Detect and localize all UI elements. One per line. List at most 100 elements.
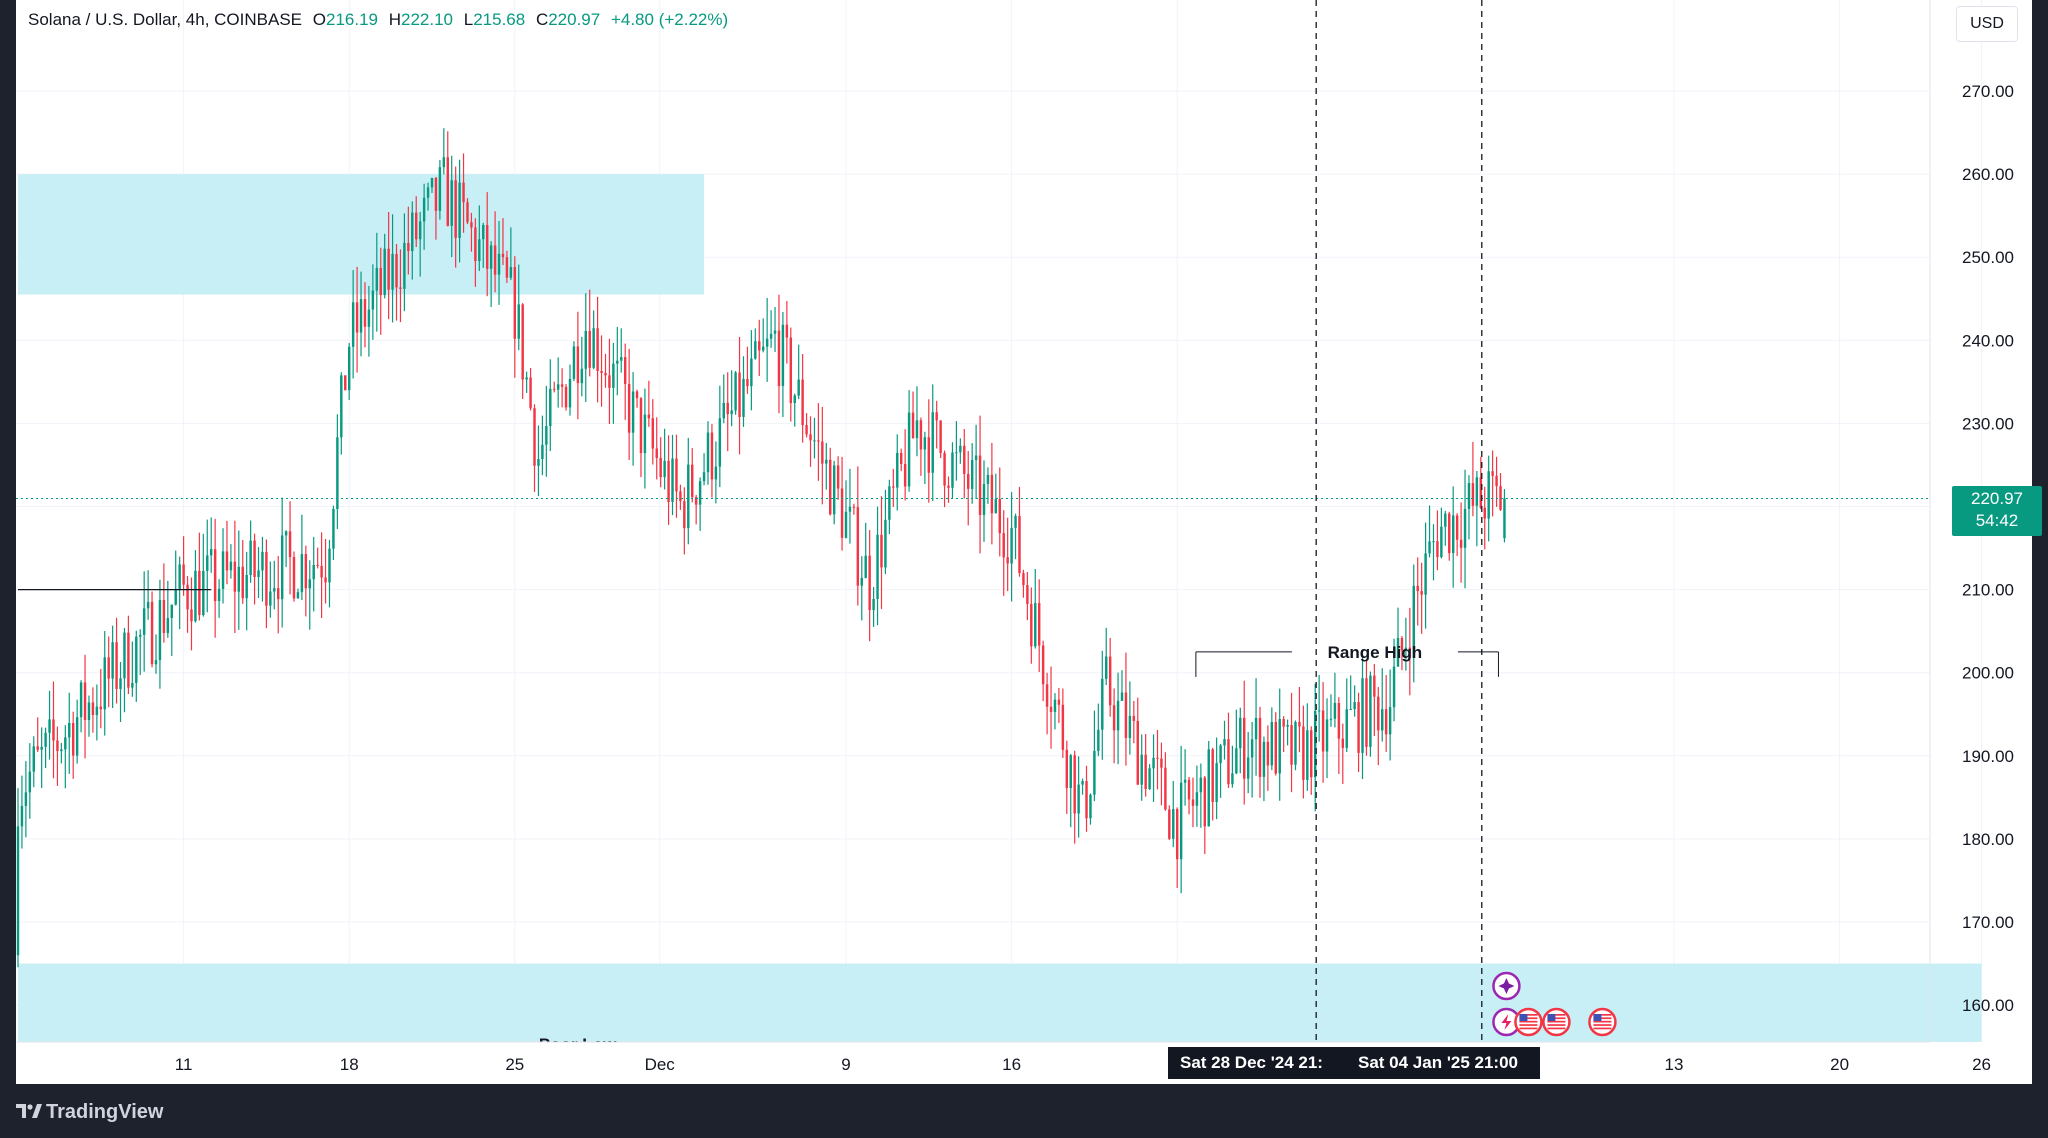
candle-body [1313,711,1317,778]
chart-panel[interactable]: Poor Low Range High 160.00 170.00 180.00 190… [16,0,2042,1084]
y-tick-label: 160.00 [1962,996,2014,1015]
y-tick-label: 180.00 [1962,830,2014,849]
flag-stripe [1547,1014,1566,1016]
candle-body [529,377,532,409]
candle-body [722,402,725,419]
candle-body [446,157,449,226]
candle-body [497,253,501,275]
candle-body [1057,699,1061,705]
y-tick-label: 200.00 [1962,664,2014,683]
candle-body [1164,767,1167,810]
candle-body [829,459,832,515]
us-flag-icon[interactable] [1514,1007,1543,1037]
high-value: 222.10 [401,10,453,29]
us-flag-icon[interactable] [1588,1007,1617,1037]
flag-stripe [1547,1024,1566,1026]
candle-body [919,420,923,450]
event-icons[interactable] [1492,971,1617,1037]
flag-stripe [1519,1017,1538,1020]
candle-body [253,540,256,577]
candle-body [939,420,942,453]
candle-body [1026,585,1029,604]
candle-body [840,488,844,538]
candle-body [237,566,241,592]
candle-body [1408,647,1412,658]
candle-body [1463,508,1467,548]
candle-body [907,412,911,487]
candle-body [1321,710,1325,752]
candle-body [178,564,181,589]
symbol-legend: Solana / U.S. Dollar, 4h, COINBASE O216.… [28,10,728,30]
candle-body [1381,709,1384,731]
footer-brand[interactable]: TradingView [16,1096,163,1128]
candle-body [994,499,998,514]
candle-body [805,425,808,435]
close-label: C [535,10,549,29]
candle-body [430,177,434,188]
candle-body [1120,692,1124,701]
candle-body [1262,741,1266,777]
candle-body [454,180,457,238]
candle-body [123,632,126,679]
candle-body [935,412,938,421]
candle-body [978,455,982,515]
candle-body [604,372,607,376]
candle-body [462,182,465,203]
candle-body [710,432,714,480]
candle-body [422,197,426,222]
candle-body [493,245,497,275]
candle-body [371,290,375,310]
y-tick-label: 270.00 [1962,82,2014,101]
candle-body [1396,638,1400,667]
us-flag-icon[interactable] [1542,1007,1571,1037]
candle-body [655,448,658,458]
candle-body [1045,684,1049,707]
candle-body [600,371,603,373]
candle-body [1349,709,1352,711]
candle-body [411,212,414,252]
candle-body [852,506,856,508]
candle-body [485,225,489,269]
candle-body [434,177,438,211]
candle-body [1337,702,1341,739]
candle-body [28,771,32,793]
candle-body [754,341,757,359]
candle-body [344,375,347,391]
close-value: 220.97 [548,10,601,29]
candle-body [229,561,233,571]
candle-body [1073,755,1076,814]
flag-canton [1519,1014,1528,1021]
candle-body [809,434,812,441]
candle-body [312,564,315,580]
candle-body [1112,705,1116,731]
candle-body [1491,471,1494,476]
tradingview-logo-icon [16,1104,42,1118]
candle-body [142,608,146,635]
candle-body [1286,725,1289,727]
candle-body [1440,526,1443,558]
candle-body [91,702,95,716]
candle-body [620,357,623,361]
x-tick-label: 13 [1665,1055,1684,1074]
price-chart[interactable]: Poor Low Range High 160.00 170.00 180.00 190… [16,0,2032,1084]
currency-selector[interactable]: USD [1956,6,2018,42]
candle-body [671,458,674,503]
candle-body [706,432,710,473]
candle-body [1444,513,1447,527]
candle-body [730,410,733,415]
candle-body [202,570,205,616]
candle-body [726,402,729,415]
candle-body [560,384,564,387]
range-high-label: Range High [1328,643,1422,662]
candle-body [1239,717,1242,749]
candle-body [241,566,244,599]
candle-body [899,452,903,465]
candle-body [521,304,524,380]
candle-body [781,324,785,387]
candle-body [359,299,363,333]
sparkle-icon[interactable] [1492,971,1521,1001]
candle-body [1282,719,1285,727]
y-tick-label: 210.00 [1962,581,2014,600]
candle-body [1250,739,1254,758]
candle-body [553,388,556,390]
